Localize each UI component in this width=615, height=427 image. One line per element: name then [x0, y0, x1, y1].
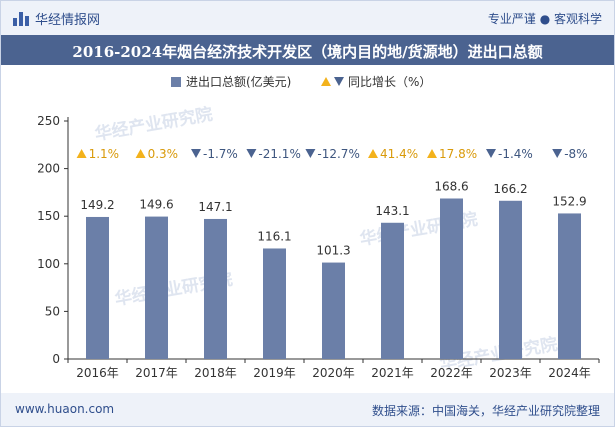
- growth-label: 41.4%: [380, 147, 418, 161]
- bar-value-label: 168.6: [434, 179, 468, 193]
- growth-label: 17.8%: [439, 147, 477, 161]
- growth-up-triangle-icon: [368, 149, 378, 158]
- bar: [499, 200, 522, 359]
- bar: [145, 216, 168, 359]
- title-bar: 2016-2024年烟台经济技术开发区（境内目的地/货源地）进出口总额: [1, 35, 614, 65]
- x-tick-label: 2016年: [76, 366, 119, 380]
- x-tick-label: 2021年: [371, 366, 414, 380]
- bar: [263, 248, 286, 359]
- brand: 华经情报网: [13, 9, 100, 28]
- bar-value-label: 166.2: [493, 182, 527, 196]
- brand-name: 华经情报网: [35, 13, 101, 28]
- chart-title: 2016-2024年烟台经济技术开发区（境内目的地/货源地）进出口总额: [72, 43, 543, 61]
- x-tick-label: 2017年: [135, 366, 178, 380]
- bar: [440, 198, 463, 359]
- y-tick-label: 100: [37, 257, 60, 271]
- bar-value-label: 149.2: [80, 198, 114, 212]
- tagline: 专业严谨 ● 客观科学: [487, 12, 602, 26]
- growth-label: -1.7%: [203, 147, 238, 161]
- footer: www.huaon.com 数据来源：中国海关，华经产业研究院整理: [1, 393, 614, 426]
- growth-label: -21.1%: [258, 147, 300, 161]
- bar-value-label: 116.1: [257, 229, 291, 243]
- footer-website: www.huaon.com: [15, 402, 115, 416]
- growth-up-triangle-icon: [135, 149, 146, 158]
- growth-up-triangle-icon: [76, 149, 87, 158]
- growth-down-triangle-icon: [552, 149, 563, 158]
- footer-source: 数据来源：中国海关，华经产业研究院整理: [371, 404, 600, 418]
- bar: [322, 262, 345, 359]
- growth-down-triangle-icon: [305, 149, 316, 158]
- bar: [204, 218, 227, 359]
- legend-up-triangle-icon: [321, 77, 331, 86]
- top-bar: 华经情报网 专业严谨 ● 客观科学: [1, 1, 614, 35]
- brand-logo-icon: [13, 11, 29, 26]
- growth-label: -1.4%: [498, 147, 533, 161]
- bar: [381, 222, 404, 359]
- x-tick-label: 2022年: [430, 366, 473, 380]
- growth-label: -12.7%: [317, 147, 359, 161]
- watermark-text: 华经产业研究院: [93, 104, 214, 145]
- x-tick-label: 2020年: [312, 366, 355, 380]
- bar-value-label: 147.1: [198, 200, 232, 214]
- bar-value-label: 143.1: [375, 204, 409, 218]
- growth-down-triangle-icon: [486, 149, 496, 158]
- growth-label: 1.1%: [89, 147, 120, 161]
- growth-down-triangle-icon: [191, 149, 201, 158]
- x-tick-label: 2023年: [489, 366, 532, 380]
- growth-up-triangle-icon: [427, 149, 437, 158]
- growth-label: -8%: [564, 147, 587, 161]
- growth-down-triangle-icon: [246, 149, 257, 158]
- bar-value-label: 101.3: [316, 244, 350, 258]
- growth-label: 0.3%: [148, 147, 179, 161]
- y-tick-label: 0: [52, 352, 60, 366]
- bar-value-label: 152.9: [552, 194, 586, 208]
- bar-value-label: 149.6: [139, 198, 173, 212]
- x-tick-label: 2024年: [548, 366, 591, 380]
- y-tick-label: 250: [37, 114, 60, 128]
- y-tick-label: 200: [37, 162, 60, 176]
- bar: [86, 216, 109, 359]
- legend-label-total: 进出口总额(亿美元): [186, 74, 291, 89]
- bar: [558, 213, 581, 359]
- x-tick-label: 2018年: [194, 366, 237, 380]
- x-tick-label: 2019年: [253, 366, 296, 380]
- y-tick-label: 50: [45, 304, 60, 318]
- legend-label-growth: 同比增长（%）: [348, 75, 431, 89]
- y-tick-label: 150: [37, 209, 60, 223]
- legend-down-triangle-icon: [334, 77, 344, 86]
- legend-swatch-total: [171, 77, 181, 87]
